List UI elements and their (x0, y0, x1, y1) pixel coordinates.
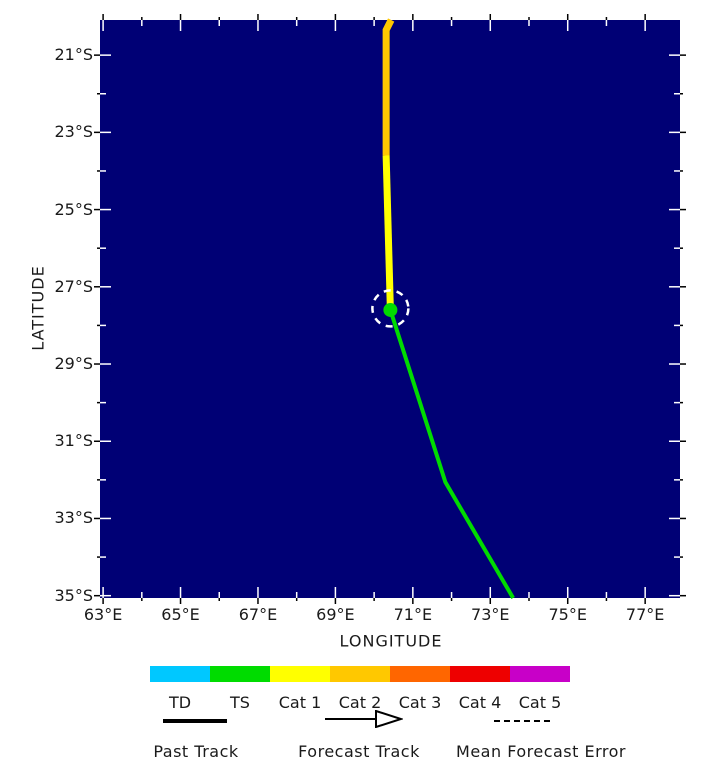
past-track-symbol (163, 719, 227, 723)
intensity-swatch-cat-3 (390, 666, 450, 682)
intensity-label-cat-5: Cat 5 (518, 693, 562, 712)
intensity-colorbar (150, 666, 570, 682)
lon-label-63E: 63°E (83, 605, 123, 624)
mean-forecast-error-circle (371, 289, 410, 328)
mean-forecast-error-label: Mean Forecast Error (456, 742, 626, 761)
lat-label-31S: 31°S (54, 431, 93, 451)
intensity-label-cat-1: Cat 1 (278, 693, 322, 712)
lon-label-67E: 67°E (238, 605, 278, 624)
lon-label-75E: 75°E (548, 605, 587, 624)
lon-label-65E: 65°E (161, 605, 200, 624)
intensity-label-cat-4: Cat 4 (458, 693, 502, 712)
intensity-label-td: TD (168, 693, 192, 712)
mean-forecast-error-symbol (494, 720, 552, 722)
intensity-swatch-cat-5 (510, 666, 570, 682)
axis-ticks (94, 14, 686, 604)
lat-label-23S: 23°S (54, 122, 93, 142)
forecast-track-label: Forecast Track (298, 742, 420, 761)
lon-label-73E: 73°E (471, 605, 510, 624)
forecast-track (388, 309, 515, 600)
intensity-label-cat-2: Cat 2 (338, 693, 382, 712)
longitude-axis-title: LONGITUDE (339, 631, 443, 651)
intensity-swatch-cat-1 (270, 666, 330, 682)
current-position-marker (383, 302, 398, 317)
lon-label-69E: 69°E (316, 605, 355, 624)
past-track (382, 18, 395, 311)
intensity-swatch-td (150, 666, 210, 682)
lon-label-77E: 77°E (625, 605, 665, 624)
intensity-swatch-ts (210, 666, 270, 682)
lon-label-71E: 71°E (393, 605, 433, 624)
past-track-label: Past Track (153, 742, 239, 761)
intensity-swatch-cat-2 (330, 666, 390, 682)
intensity-swatch-cat-4 (450, 666, 510, 682)
lat-label-35S: 35°S (54, 585, 93, 605)
intensity-label-ts: TS (230, 693, 250, 712)
intensity-scale-labels: TD TS Cat 1 Cat 2 Cat 3 Cat 4 Cat 5 (150, 694, 570, 712)
lat-label-29S: 29°S (54, 354, 93, 374)
lat-label-21S: 21°S (54, 45, 93, 65)
intensity-label-cat-3: Cat 3 (398, 693, 442, 712)
lat-label-33S: 33°S (54, 508, 93, 528)
lat-label-27S: 27°S (54, 276, 93, 296)
forecast-track-arrow-symbol (325, 710, 403, 728)
lat-label-25S: 25°S (54, 199, 93, 219)
